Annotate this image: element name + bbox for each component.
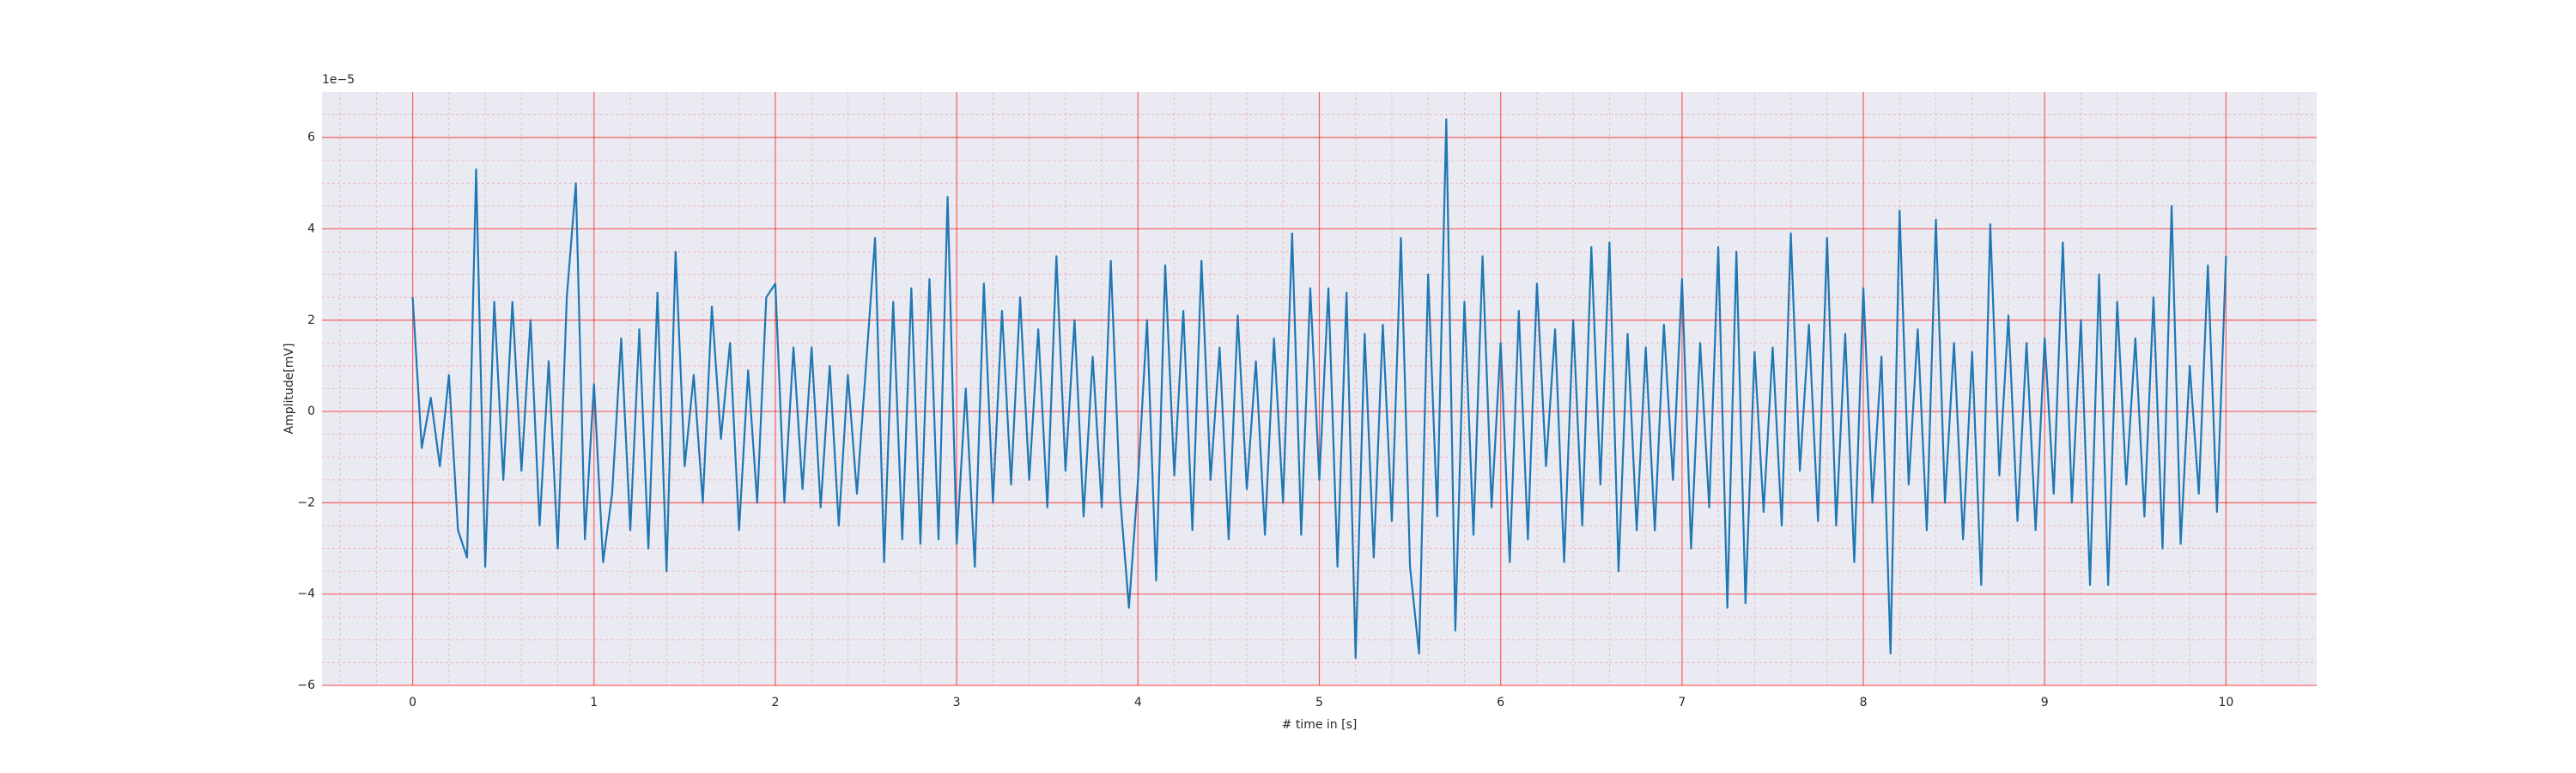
y-tick-label: −6 xyxy=(297,679,315,692)
y-tick-label: −4 xyxy=(297,587,315,601)
grid xyxy=(322,92,2317,686)
x-tick-label: 1 xyxy=(590,696,598,709)
x-tick-label: 9 xyxy=(2041,696,2049,709)
labels: 0 1 2 3 4 5 6 7 8 9 10 −6 −4 −2 0 2 4 6 1e−5 # time in [s] A… xyxy=(283,73,2233,732)
y-tick-label: 2 xyxy=(307,313,315,327)
x-tick-label: 7 xyxy=(1678,696,1686,709)
y-axis-label: Amplitude[mV] xyxy=(283,344,296,435)
x-tick-label: 4 xyxy=(1134,696,1142,709)
y-tick-label: −2 xyxy=(297,496,315,509)
marks xyxy=(411,118,2227,660)
x-tick-label: 5 xyxy=(1315,696,1323,709)
x-tick-label: 10 xyxy=(2218,696,2233,709)
y-tick-label: 4 xyxy=(307,222,315,235)
x-tick-label: 0 xyxy=(409,696,416,709)
y-tick-label: 0 xyxy=(307,405,315,418)
x-tick-label: 8 xyxy=(1860,696,1868,709)
signal-line xyxy=(411,118,2227,660)
x-tick-label: 3 xyxy=(953,696,961,709)
x-tick-label: 6 xyxy=(1497,696,1504,709)
x-axis-label: # time in [s] xyxy=(1282,718,1358,732)
y-tick-label: 6 xyxy=(307,131,315,144)
x-tick-label: 2 xyxy=(771,696,779,709)
axis-offset-text: 1e−5 xyxy=(322,73,355,87)
